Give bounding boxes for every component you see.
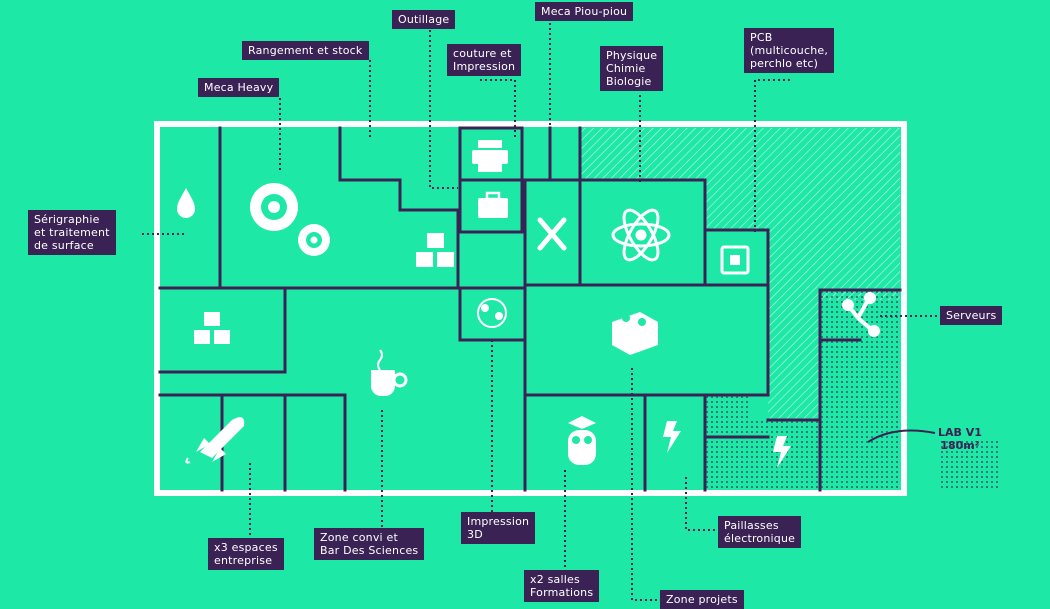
label-serigraphie: Sérigraphie et traitement de surface xyxy=(28,210,116,255)
coffee-icon xyxy=(371,349,408,396)
lightning-icon xyxy=(663,421,681,453)
lab-v1-pointer xyxy=(867,429,936,443)
owl-icon xyxy=(568,416,596,465)
label-serveurs: Serveurs xyxy=(940,306,1003,325)
label-x3-espaces-entreprise: x3 espaces entreprise xyxy=(208,538,284,570)
label-meca-heavy: Meca Heavy xyxy=(198,78,280,97)
label-physique-chimie-biologie: Physique Chimie Biologie xyxy=(600,46,664,91)
network-icon xyxy=(842,292,880,337)
chip-icon xyxy=(720,245,750,275)
label-impression-3d: Impression 3D xyxy=(461,512,536,544)
molecule-icon xyxy=(477,298,507,328)
tools-icon xyxy=(537,217,567,251)
label-zone-projets: Zone projets xyxy=(660,590,744,609)
label-outillage: Outillage xyxy=(392,10,456,29)
printer-icon xyxy=(472,140,508,172)
label-paillasses-electronique: Paillasses électronique xyxy=(718,516,802,548)
gears-icon xyxy=(250,183,330,256)
label-zone-convi: Zone convi et Bar Des Sciences xyxy=(314,528,425,560)
label-meca-piou-piou: Meca Piou-piou xyxy=(535,2,634,21)
label-rangement-et-stock: Rangement et stock xyxy=(242,41,369,60)
label-pcb: PCB (multicouche, perchlo etc) xyxy=(744,28,835,73)
cubes-icon xyxy=(194,312,230,344)
dotted-zone-far-right xyxy=(940,440,998,490)
lightning-icon xyxy=(773,436,791,468)
cubes-icon xyxy=(416,233,454,267)
rocket-icon xyxy=(185,417,245,464)
label-x2-salles-formations: x2 salles Formations xyxy=(524,570,600,602)
building-outline xyxy=(154,121,907,496)
interior-walls xyxy=(158,126,902,492)
drop-icon xyxy=(177,188,195,218)
leader-lines xyxy=(142,18,938,601)
toolbox-icon xyxy=(478,191,508,218)
label-lab-v1: LAB V1 180m² xyxy=(938,426,982,452)
atom-icon xyxy=(611,208,671,262)
label-couture-et-impression: couture et Impression xyxy=(447,44,522,76)
lego-brick-icon xyxy=(612,312,658,355)
